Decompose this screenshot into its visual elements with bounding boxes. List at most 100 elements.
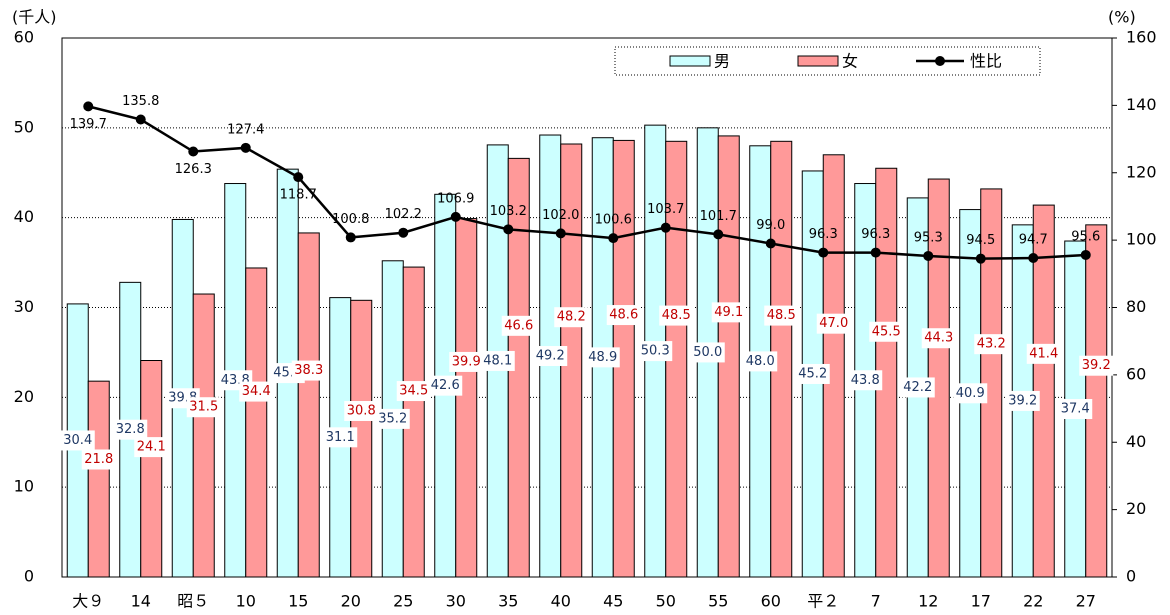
line-value-label: 102.2 <box>385 207 422 222</box>
value-label: 46.6 <box>504 318 533 333</box>
label-box <box>974 334 1009 355</box>
line-marker <box>975 253 986 264</box>
line-marker <box>83 101 94 112</box>
label-box <box>186 397 221 418</box>
line-value-label: 94.7 <box>1019 232 1048 247</box>
label-box <box>428 375 463 396</box>
y-axis-label: (千人) <box>12 8 57 27</box>
value-label: 41.4 <box>1029 346 1058 361</box>
line-value-label: 106.9 <box>437 191 474 206</box>
line-marker <box>398 227 409 238</box>
label-box <box>533 346 568 367</box>
x-tick-label: 22 <box>1023 592 1043 611</box>
line-value-label: 118.7 <box>280 188 317 203</box>
x-tick-label: 27 <box>1076 592 1096 611</box>
y2-tick-label: 160 <box>1126 28 1157 47</box>
plot-frame <box>61 37 1113 578</box>
label-box <box>480 350 515 371</box>
value-label: 39.2 <box>1008 393 1037 408</box>
label-box <box>606 305 641 326</box>
label-box <box>375 408 410 429</box>
value-label: 31.5 <box>189 400 218 415</box>
y-tick-label: 10 <box>14 477 34 496</box>
line-value-label: 103.7 <box>647 202 684 217</box>
label-box <box>449 351 484 372</box>
y2-axis-label: (%) <box>1108 8 1136 27</box>
x-tick-label: 10 <box>236 592 256 611</box>
label-box <box>690 342 725 363</box>
y2-tick-label: 100 <box>1126 230 1157 249</box>
label-box <box>1058 399 1093 420</box>
line-value-label: 127.4 <box>227 122 264 137</box>
x-tick-label: 45 <box>603 592 623 611</box>
legend-label: 男 <box>714 52 730 71</box>
x-tick-label: 60 <box>761 592 781 611</box>
label-box <box>585 347 620 368</box>
label-box <box>113 419 148 440</box>
line-value-label: 102.0 <box>542 208 579 223</box>
line-marker <box>240 142 251 153</box>
label-box <box>396 381 431 402</box>
label-box <box>921 328 956 349</box>
label-box <box>795 363 830 384</box>
line-marker <box>765 238 776 249</box>
line-marker <box>188 146 199 157</box>
value-label: 49.2 <box>536 349 565 364</box>
value-label: 43.2 <box>977 337 1006 352</box>
value-label: 40.9 <box>956 386 985 401</box>
value-label: 42.6 <box>431 378 460 393</box>
bar <box>192 293 215 578</box>
y-tick-label: 30 <box>14 297 34 316</box>
label-box <box>1005 390 1040 411</box>
value-label: 48.2 <box>557 310 586 325</box>
label-box <box>291 360 326 381</box>
value-label: 50.0 <box>693 345 722 360</box>
line-value-label: 95.3 <box>914 230 943 245</box>
legend-label: 女 <box>842 52 858 71</box>
value-label: 44.3 <box>924 331 953 346</box>
line <box>87 105 1086 260</box>
y-tick-label: 40 <box>14 207 34 226</box>
y2-tick-label: 40 <box>1126 432 1146 451</box>
x-tick-label: 大９ <box>72 592 104 611</box>
legend-swatch <box>797 55 839 67</box>
bar <box>980 188 1003 578</box>
label-box <box>638 341 673 362</box>
label-box <box>743 351 778 372</box>
value-label: 32.8 <box>116 422 145 437</box>
line-value-label: 100.8 <box>332 212 369 227</box>
line-value-label: 135.8 <box>122 94 159 109</box>
x-tick-label: 55 <box>708 592 728 611</box>
value-label: 48.6 <box>609 308 638 323</box>
line-value-label: 96.3 <box>861 227 890 242</box>
label-box <box>1026 343 1061 364</box>
bar <box>297 232 320 578</box>
label-box <box>323 427 358 448</box>
label-box <box>81 449 116 470</box>
bar <box>87 380 110 578</box>
y-tick-label: 20 <box>14 387 34 406</box>
label-box <box>60 430 95 451</box>
value-label: 37.4 <box>1061 402 1090 417</box>
line-marker <box>660 222 671 233</box>
x-tick-label: 35 <box>498 592 518 611</box>
legend-marker <box>935 56 945 66</box>
line-marker <box>135 114 146 125</box>
y2-tick-label: 140 <box>1126 95 1157 114</box>
x-tick-label: 15 <box>288 592 308 611</box>
y2-tick-label: 60 <box>1126 364 1146 383</box>
legend-swatch <box>669 55 711 67</box>
line-marker <box>818 247 829 258</box>
value-label: 48.1 <box>483 353 512 368</box>
legend-label: 性比 <box>970 52 1002 71</box>
label-box <box>953 383 988 404</box>
label-box <box>816 313 851 334</box>
line-marker <box>1080 249 1091 260</box>
label-box <box>239 381 274 402</box>
y2-tick-label: 120 <box>1126 162 1157 181</box>
label-box <box>711 302 746 323</box>
value-label: 34.4 <box>242 384 271 399</box>
line-value-label: 101.7 <box>700 209 737 224</box>
value-label: 30.8 <box>347 403 376 418</box>
value-label: 50.3 <box>641 344 670 359</box>
